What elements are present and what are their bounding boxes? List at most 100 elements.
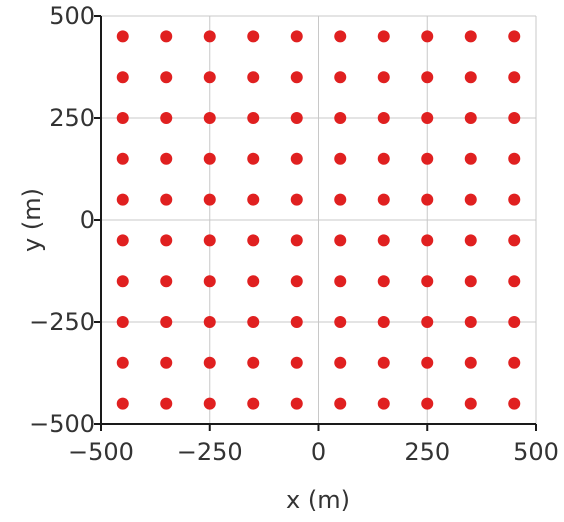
data-point xyxy=(247,397,260,410)
y-tick-label: 500 xyxy=(49,2,95,30)
data-point xyxy=(377,234,390,247)
data-point xyxy=(464,193,477,206)
data-point xyxy=(377,356,390,369)
data-point xyxy=(508,112,521,124)
data-point xyxy=(377,316,390,328)
x-tick-label: −250 xyxy=(177,438,243,466)
data-point xyxy=(160,30,173,43)
data-points xyxy=(116,30,521,410)
data-point xyxy=(421,356,434,369)
data-point xyxy=(421,275,434,288)
data-point xyxy=(508,234,521,247)
data-point xyxy=(116,275,129,288)
data-point xyxy=(160,397,173,410)
data-point xyxy=(508,275,521,288)
x-tick-label: 0 xyxy=(311,438,326,466)
data-point xyxy=(334,316,347,328)
data-point xyxy=(464,112,477,124)
data-point xyxy=(203,397,216,410)
data-point xyxy=(334,397,347,410)
data-point xyxy=(508,316,521,328)
data-point xyxy=(334,152,347,165)
data-point xyxy=(203,71,216,84)
data-point xyxy=(421,193,434,206)
data-point xyxy=(377,275,390,288)
data-point xyxy=(116,356,129,369)
x-tick-label: 500 xyxy=(513,438,559,466)
data-point xyxy=(247,71,260,84)
data-point xyxy=(203,112,216,124)
data-point xyxy=(508,193,521,206)
data-point xyxy=(290,316,303,328)
y-tick-label: 250 xyxy=(49,104,95,132)
data-point xyxy=(290,152,303,165)
tick-labels: −500 −250 0 250 500 −500 −250 0 250 500 xyxy=(29,2,559,466)
data-point xyxy=(377,152,390,165)
data-point xyxy=(508,71,521,84)
data-point xyxy=(247,316,260,328)
data-point xyxy=(421,316,434,328)
data-point xyxy=(160,316,173,328)
data-point xyxy=(247,234,260,247)
data-point xyxy=(421,30,434,43)
data-point xyxy=(508,152,521,165)
data-point xyxy=(247,152,260,165)
x-tick-label: 250 xyxy=(404,438,450,466)
data-point xyxy=(334,234,347,247)
data-point xyxy=(464,316,477,328)
data-point xyxy=(508,356,521,369)
data-point xyxy=(116,71,129,84)
data-point xyxy=(203,193,216,206)
data-point xyxy=(160,112,173,124)
data-point xyxy=(464,30,477,43)
y-tick-label: 0 xyxy=(80,206,95,234)
data-point xyxy=(247,30,260,43)
data-point xyxy=(290,234,303,247)
data-point xyxy=(290,193,303,206)
data-point xyxy=(203,356,216,369)
data-point xyxy=(421,71,434,84)
data-point xyxy=(160,275,173,288)
data-point xyxy=(334,356,347,369)
y-axis-label: y (m) xyxy=(18,188,46,252)
data-point xyxy=(421,112,434,124)
x-axis-label: x (m) xyxy=(286,486,350,514)
grid-lines xyxy=(101,15,537,424)
data-point xyxy=(116,193,129,206)
data-point xyxy=(377,71,390,84)
data-point xyxy=(116,152,129,165)
data-point xyxy=(116,112,129,124)
data-point xyxy=(290,275,303,288)
data-point xyxy=(160,152,173,165)
data-point xyxy=(464,356,477,369)
data-point xyxy=(203,152,216,165)
data-point xyxy=(290,112,303,124)
data-point xyxy=(160,356,173,369)
data-point xyxy=(334,193,347,206)
data-point xyxy=(421,234,434,247)
data-point xyxy=(464,71,477,84)
data-point xyxy=(290,30,303,43)
data-point xyxy=(464,152,477,165)
data-point xyxy=(377,397,390,410)
data-point xyxy=(377,193,390,206)
data-point xyxy=(203,316,216,328)
data-point xyxy=(116,316,129,328)
data-point xyxy=(247,193,260,206)
data-point xyxy=(508,397,521,410)
data-point xyxy=(160,234,173,247)
data-point xyxy=(247,356,260,369)
data-point xyxy=(334,275,347,288)
data-point xyxy=(116,397,129,410)
data-point xyxy=(334,112,347,124)
data-point xyxy=(334,30,347,43)
data-point xyxy=(203,234,216,247)
data-point xyxy=(203,30,216,43)
data-point xyxy=(377,30,390,43)
data-point xyxy=(160,71,173,84)
y-tick-label: −250 xyxy=(29,308,95,336)
data-point xyxy=(247,112,260,124)
data-point xyxy=(464,275,477,288)
data-point xyxy=(290,71,303,84)
data-point xyxy=(334,71,347,84)
